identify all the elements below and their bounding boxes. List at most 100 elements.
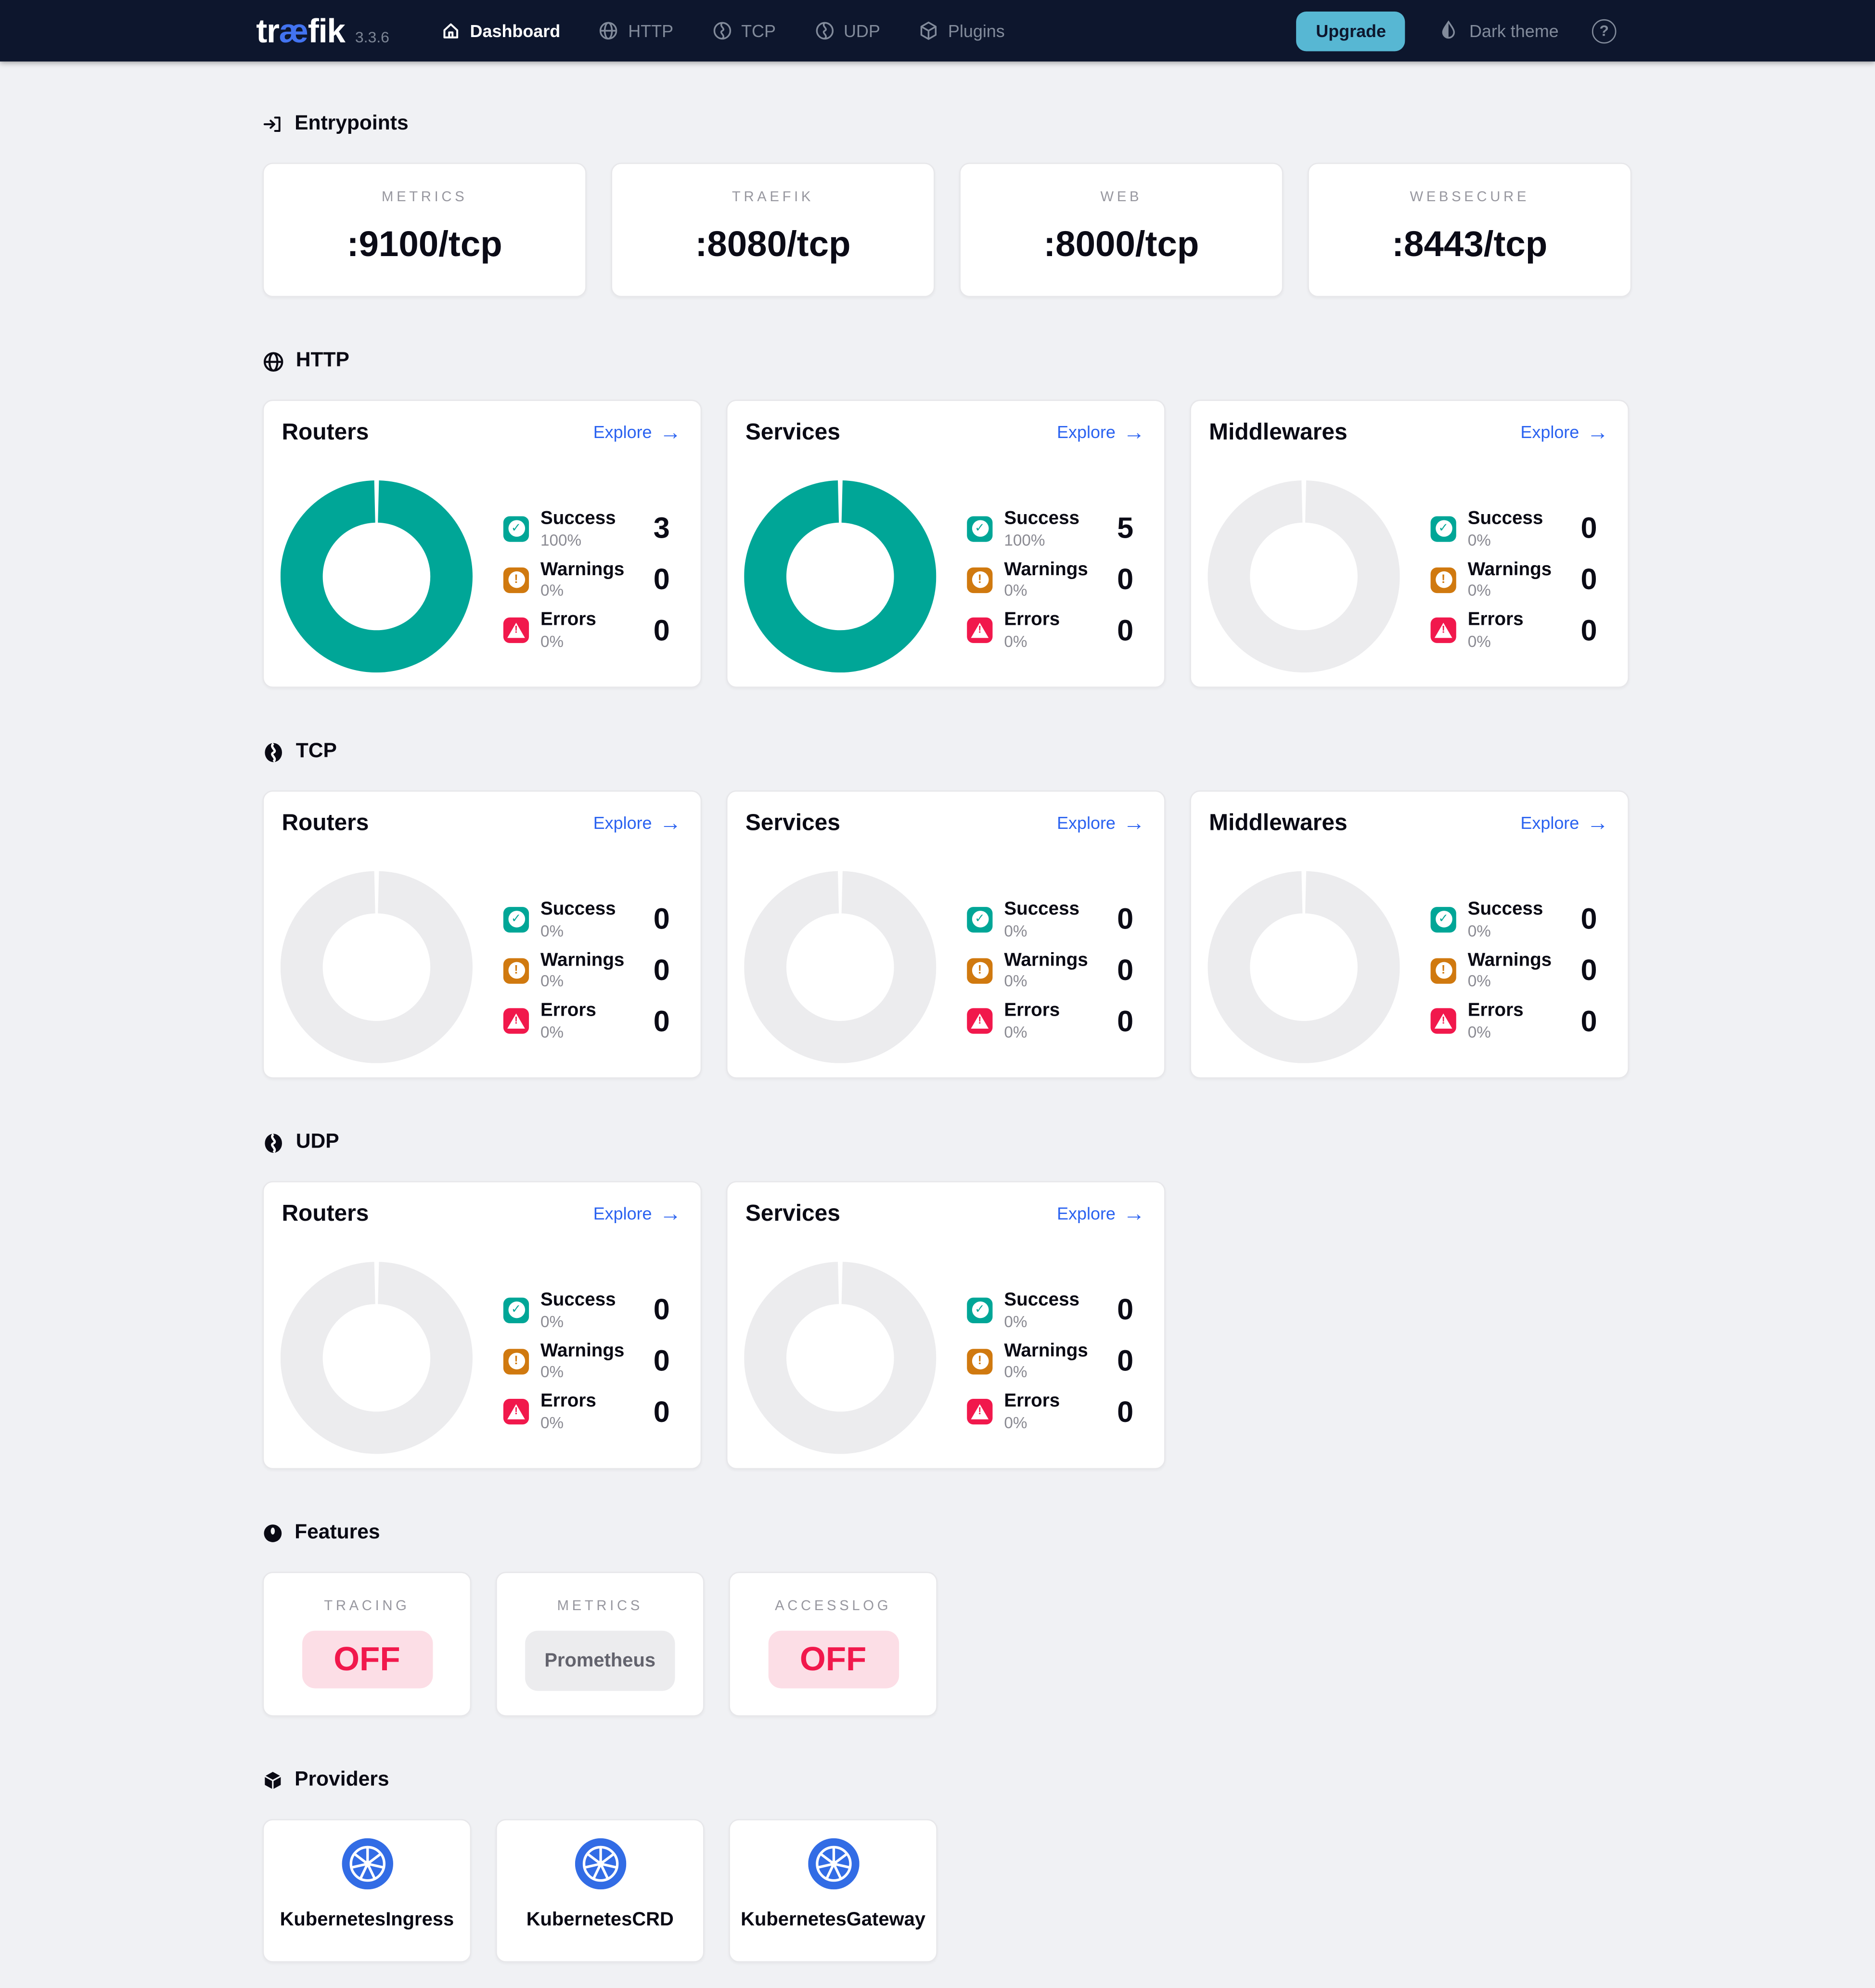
- arrow-right-icon: →: [1587, 420, 1609, 445]
- success-icon: ✓: [503, 906, 529, 932]
- explore-link[interactable]: Explore →: [1520, 811, 1609, 836]
- feature-name: ACCESSLOG: [775, 1599, 892, 1614]
- card-title: Services: [745, 809, 840, 836]
- card-title: Services: [745, 419, 840, 445]
- success-row: ✓ Success 0% 0: [503, 1290, 670, 1330]
- tcp-services-card: Services Explore → ✓ Success 0% 0 ! Warnin…: [726, 790, 1166, 1079]
- success-row: ✓ Success 0% 0: [1430, 508, 1597, 549]
- arrow-right-icon: →: [1123, 811, 1145, 836]
- provider-name: KubernetesIngress: [280, 1909, 454, 1931]
- errors-count: 0: [1580, 1004, 1597, 1037]
- tcp-swirl-icon: [263, 741, 284, 763]
- error-icon: !: [503, 618, 529, 644]
- errors-count: 0: [1117, 1004, 1134, 1037]
- feature-card-tracing: TRACING OFF: [262, 1572, 472, 1717]
- dark-theme-label: Dark theme: [1469, 21, 1559, 40]
- arrow-right-icon: →: [1587, 811, 1609, 836]
- nav-item-tcp[interactable]: TCP: [712, 21, 776, 41]
- entrypoint-port: :9100/tcp: [347, 224, 502, 264]
- udp-swirl-icon: [263, 1132, 284, 1153]
- section-title: TCP: [295, 740, 337, 762]
- nav-item-dashboard[interactable]: Dashboard: [440, 21, 560, 41]
- success-count: 0: [653, 1293, 670, 1327]
- nav-item-udp[interactable]: UDP: [814, 21, 880, 41]
- success-icon: ✓: [1430, 906, 1456, 932]
- card-title: Routers: [282, 1200, 369, 1226]
- provider-name: KubernetesCRD: [526, 1909, 674, 1931]
- explore-link[interactable]: Explore →: [1057, 811, 1145, 836]
- error-icon: !: [967, 1008, 993, 1034]
- warning-icon: !: [503, 1348, 529, 1374]
- udp-swirl-icon: [814, 21, 835, 41]
- dashboard-main: Entrypoints METRICS :9100/tcp TRAEFIK :8…: [262, 113, 1632, 1962]
- explore-link[interactable]: Explore →: [1057, 420, 1145, 445]
- navbar-right: Upgrade Dark theme ?: [1297, 11, 1617, 51]
- globe-icon: [599, 21, 619, 41]
- warning-icon: !: [503, 957, 529, 983]
- success-count: 0: [1580, 902, 1597, 936]
- feature-card-accesslog: ACCESSLOG OFF: [729, 1572, 938, 1717]
- tcp-routers-card: Routers Explore → ✓ Success 0% 0 ! Warning…: [262, 790, 702, 1079]
- warnings-count: 0: [1117, 953, 1134, 987]
- errors-count: 0: [653, 613, 670, 647]
- success-count: 5: [1117, 511, 1134, 545]
- success-count: 0: [1117, 1293, 1134, 1327]
- top-navbar: træfik 3.3.6 Dashboard HTTP TCP: [0, 0, 1875, 62]
- success-row: ✓ Success 0% 0: [967, 899, 1133, 940]
- warnings-row: ! Warnings 0% 0: [967, 950, 1133, 991]
- explore-link[interactable]: Explore →: [1520, 420, 1609, 445]
- arrow-right-icon: →: [1123, 1201, 1145, 1226]
- http-middlewares-card: Middlewares Explore → ✓ Success 0% 0 ! War…: [1190, 400, 1630, 688]
- card-title: Middlewares: [1209, 419, 1348, 445]
- http-header: HTTP: [263, 350, 1632, 373]
- warnings-count: 0: [1580, 562, 1597, 596]
- nav-item-http[interactable]: HTTP: [599, 21, 673, 41]
- warnings-count: 0: [1117, 562, 1134, 596]
- errors-row: ! Errors 0% 0: [1430, 610, 1597, 651]
- provider-card-kubernetesingress: KubernetesIngress: [262, 1819, 472, 1962]
- entrypoint-name: METRICS: [382, 189, 468, 205]
- kubernetes-icon: [807, 1838, 859, 1890]
- udp-routers-card: Routers Explore → ✓ Success 0% 0 ! Warning…: [262, 1181, 702, 1470]
- donut-chart: [1207, 480, 1400, 673]
- tcp-swirl-icon: [712, 21, 732, 41]
- providers-box-icon: [263, 1770, 283, 1791]
- success-count: 0: [653, 902, 670, 936]
- errors-row: ! Errors 0% 0: [503, 1001, 670, 1042]
- entrypoint-port: :8080/tcp: [695, 224, 851, 264]
- warnings-count: 0: [653, 562, 670, 596]
- upgrade-button[interactable]: Upgrade: [1297, 11, 1405, 51]
- warnings-count: 0: [653, 953, 670, 987]
- nav-item-label: UDP: [843, 21, 880, 40]
- warning-icon: !: [1430, 567, 1456, 593]
- success-icon: ✓: [967, 1297, 993, 1323]
- error-icon: !: [1430, 618, 1456, 644]
- help-icon[interactable]: ?: [1592, 18, 1617, 43]
- section-title: HTTP: [295, 349, 349, 372]
- explore-link[interactable]: Explore →: [593, 811, 681, 836]
- donut-chart: [280, 1262, 473, 1454]
- udp-cards: Routers Explore → ✓ Success 0% 0 ! Warning…: [262, 1181, 1632, 1470]
- providers-cards: KubernetesIngress KubernetesCRD Kubernet…: [262, 1819, 1632, 1962]
- arrow-right-icon: →: [659, 811, 681, 836]
- explore-link[interactable]: Explore →: [593, 420, 681, 445]
- kubernetes-icon: [574, 1838, 626, 1890]
- success-count: 0: [1117, 902, 1134, 936]
- dark-theme-toggle[interactable]: Dark theme: [1438, 19, 1559, 43]
- features-cards: TRACING OFF METRICS Prometheus ACCESSLOG…: [262, 1572, 1632, 1717]
- plugins-icon: [919, 21, 939, 41]
- explore-link[interactable]: Explore →: [1057, 1201, 1145, 1226]
- feature-status-badge: OFF: [768, 1630, 899, 1689]
- nav-item-label: HTTP: [628, 21, 674, 40]
- warning-icon: !: [967, 1348, 993, 1374]
- globe-icon: [263, 350, 284, 372]
- nav-item-plugins[interactable]: Plugins: [919, 21, 1005, 41]
- traefik-logo: træfik 3.3.6: [256, 11, 389, 51]
- explore-link[interactable]: Explore →: [593, 1201, 681, 1226]
- providers-header: Providers: [263, 1769, 1632, 1792]
- udp-services-card: Services Explore → ✓ Success 0% 0 ! Warnin…: [726, 1181, 1166, 1470]
- errors-row: ! Errors 0% 0: [1430, 1001, 1597, 1042]
- arrow-right-icon: →: [1123, 420, 1145, 445]
- success-icon: ✓: [503, 1297, 529, 1323]
- nav-item-label: Dashboard: [470, 21, 561, 40]
